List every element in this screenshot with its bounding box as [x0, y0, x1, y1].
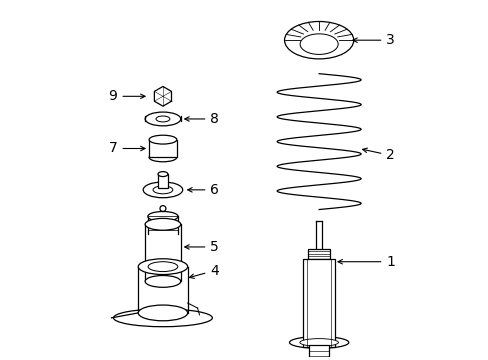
Ellipse shape [145, 219, 181, 230]
Bar [149, 140, 177, 157]
Ellipse shape [149, 153, 177, 162]
Bar [138, 267, 187, 313]
Ellipse shape [284, 22, 353, 59]
Ellipse shape [145, 275, 181, 287]
Ellipse shape [299, 339, 338, 346]
Ellipse shape [145, 112, 181, 126]
Ellipse shape [300, 34, 338, 54]
Ellipse shape [147, 212, 178, 221]
Ellipse shape [153, 186, 172, 194]
Ellipse shape [113, 309, 212, 327]
Bar [303, 259, 334, 347]
Text: 3: 3 [352, 33, 394, 47]
Bar [307, 249, 329, 259]
Text: 1: 1 [337, 255, 394, 269]
Text: 4: 4 [189, 264, 219, 278]
Ellipse shape [143, 182, 183, 198]
Text: 9: 9 [108, 89, 145, 103]
Text: 7: 7 [108, 141, 145, 156]
Text: 8: 8 [184, 112, 219, 126]
Text: 6: 6 [187, 183, 219, 197]
Ellipse shape [138, 259, 187, 275]
Ellipse shape [138, 305, 187, 321]
Ellipse shape [158, 172, 167, 176]
Ellipse shape [156, 116, 169, 122]
Ellipse shape [148, 262, 178, 271]
Text: 5: 5 [184, 240, 219, 254]
Ellipse shape [149, 135, 177, 144]
Bar [308, 345, 328, 360]
Bar [145, 224, 181, 282]
Text: 2: 2 [362, 148, 394, 162]
Ellipse shape [289, 337, 348, 348]
Polygon shape [154, 86, 171, 106]
Bar [158, 174, 167, 188]
